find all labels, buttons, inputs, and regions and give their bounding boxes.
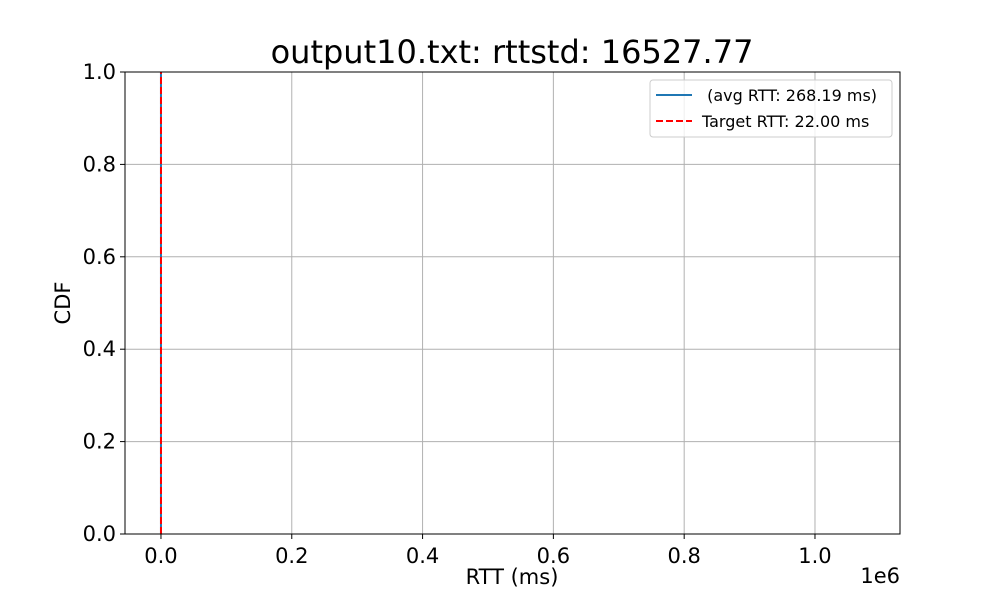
legend-label-avg-rtt: (avg RTT: 268.19 ms) [702, 86, 877, 105]
x-tick-label: 0.4 [406, 544, 439, 568]
x-axis-label: RTT (ms) [466, 565, 559, 589]
y-tick-label: 0.2 [83, 430, 116, 454]
y-tick-label: 0.6 [83, 245, 116, 269]
legend: (avg RTT: 268.19 ms) Target RTT: 22.00 m… [649, 79, 893, 138]
x-axis-offset-label: 1e6 [860, 564, 900, 588]
x-tick-label: 0.0 [144, 544, 177, 568]
x-tick-label: 0.2 [275, 544, 308, 568]
y-tick-label: 0.0 [83, 522, 116, 546]
y-tick-label: 0.4 [83, 337, 116, 361]
x-tick-label: 0.8 [667, 544, 700, 568]
legend-label-target-rtt: Target RTT: 22.00 ms [701, 112, 869, 131]
plot-frame [124, 71, 901, 535]
x-axis-ticks: 0.0 0.2 0.4 0.6 0.8 1.0 [144, 534, 832, 568]
y-tick-label: 1.0 [83, 60, 116, 84]
x-tick-label: 1.0 [798, 544, 831, 568]
y-axis-ticks: 0.0 0.2 0.4 0.6 0.8 1.0 [83, 60, 125, 546]
y-axis-label: CDF [51, 282, 75, 325]
legend-box [649, 79, 893, 138]
x-tick-label: 0.6 [537, 544, 570, 568]
chart-title: output10.txt: rttstd: 16527.77 [271, 33, 754, 71]
y-tick-label: 0.8 [83, 152, 116, 176]
grid [125, 71, 900, 535]
